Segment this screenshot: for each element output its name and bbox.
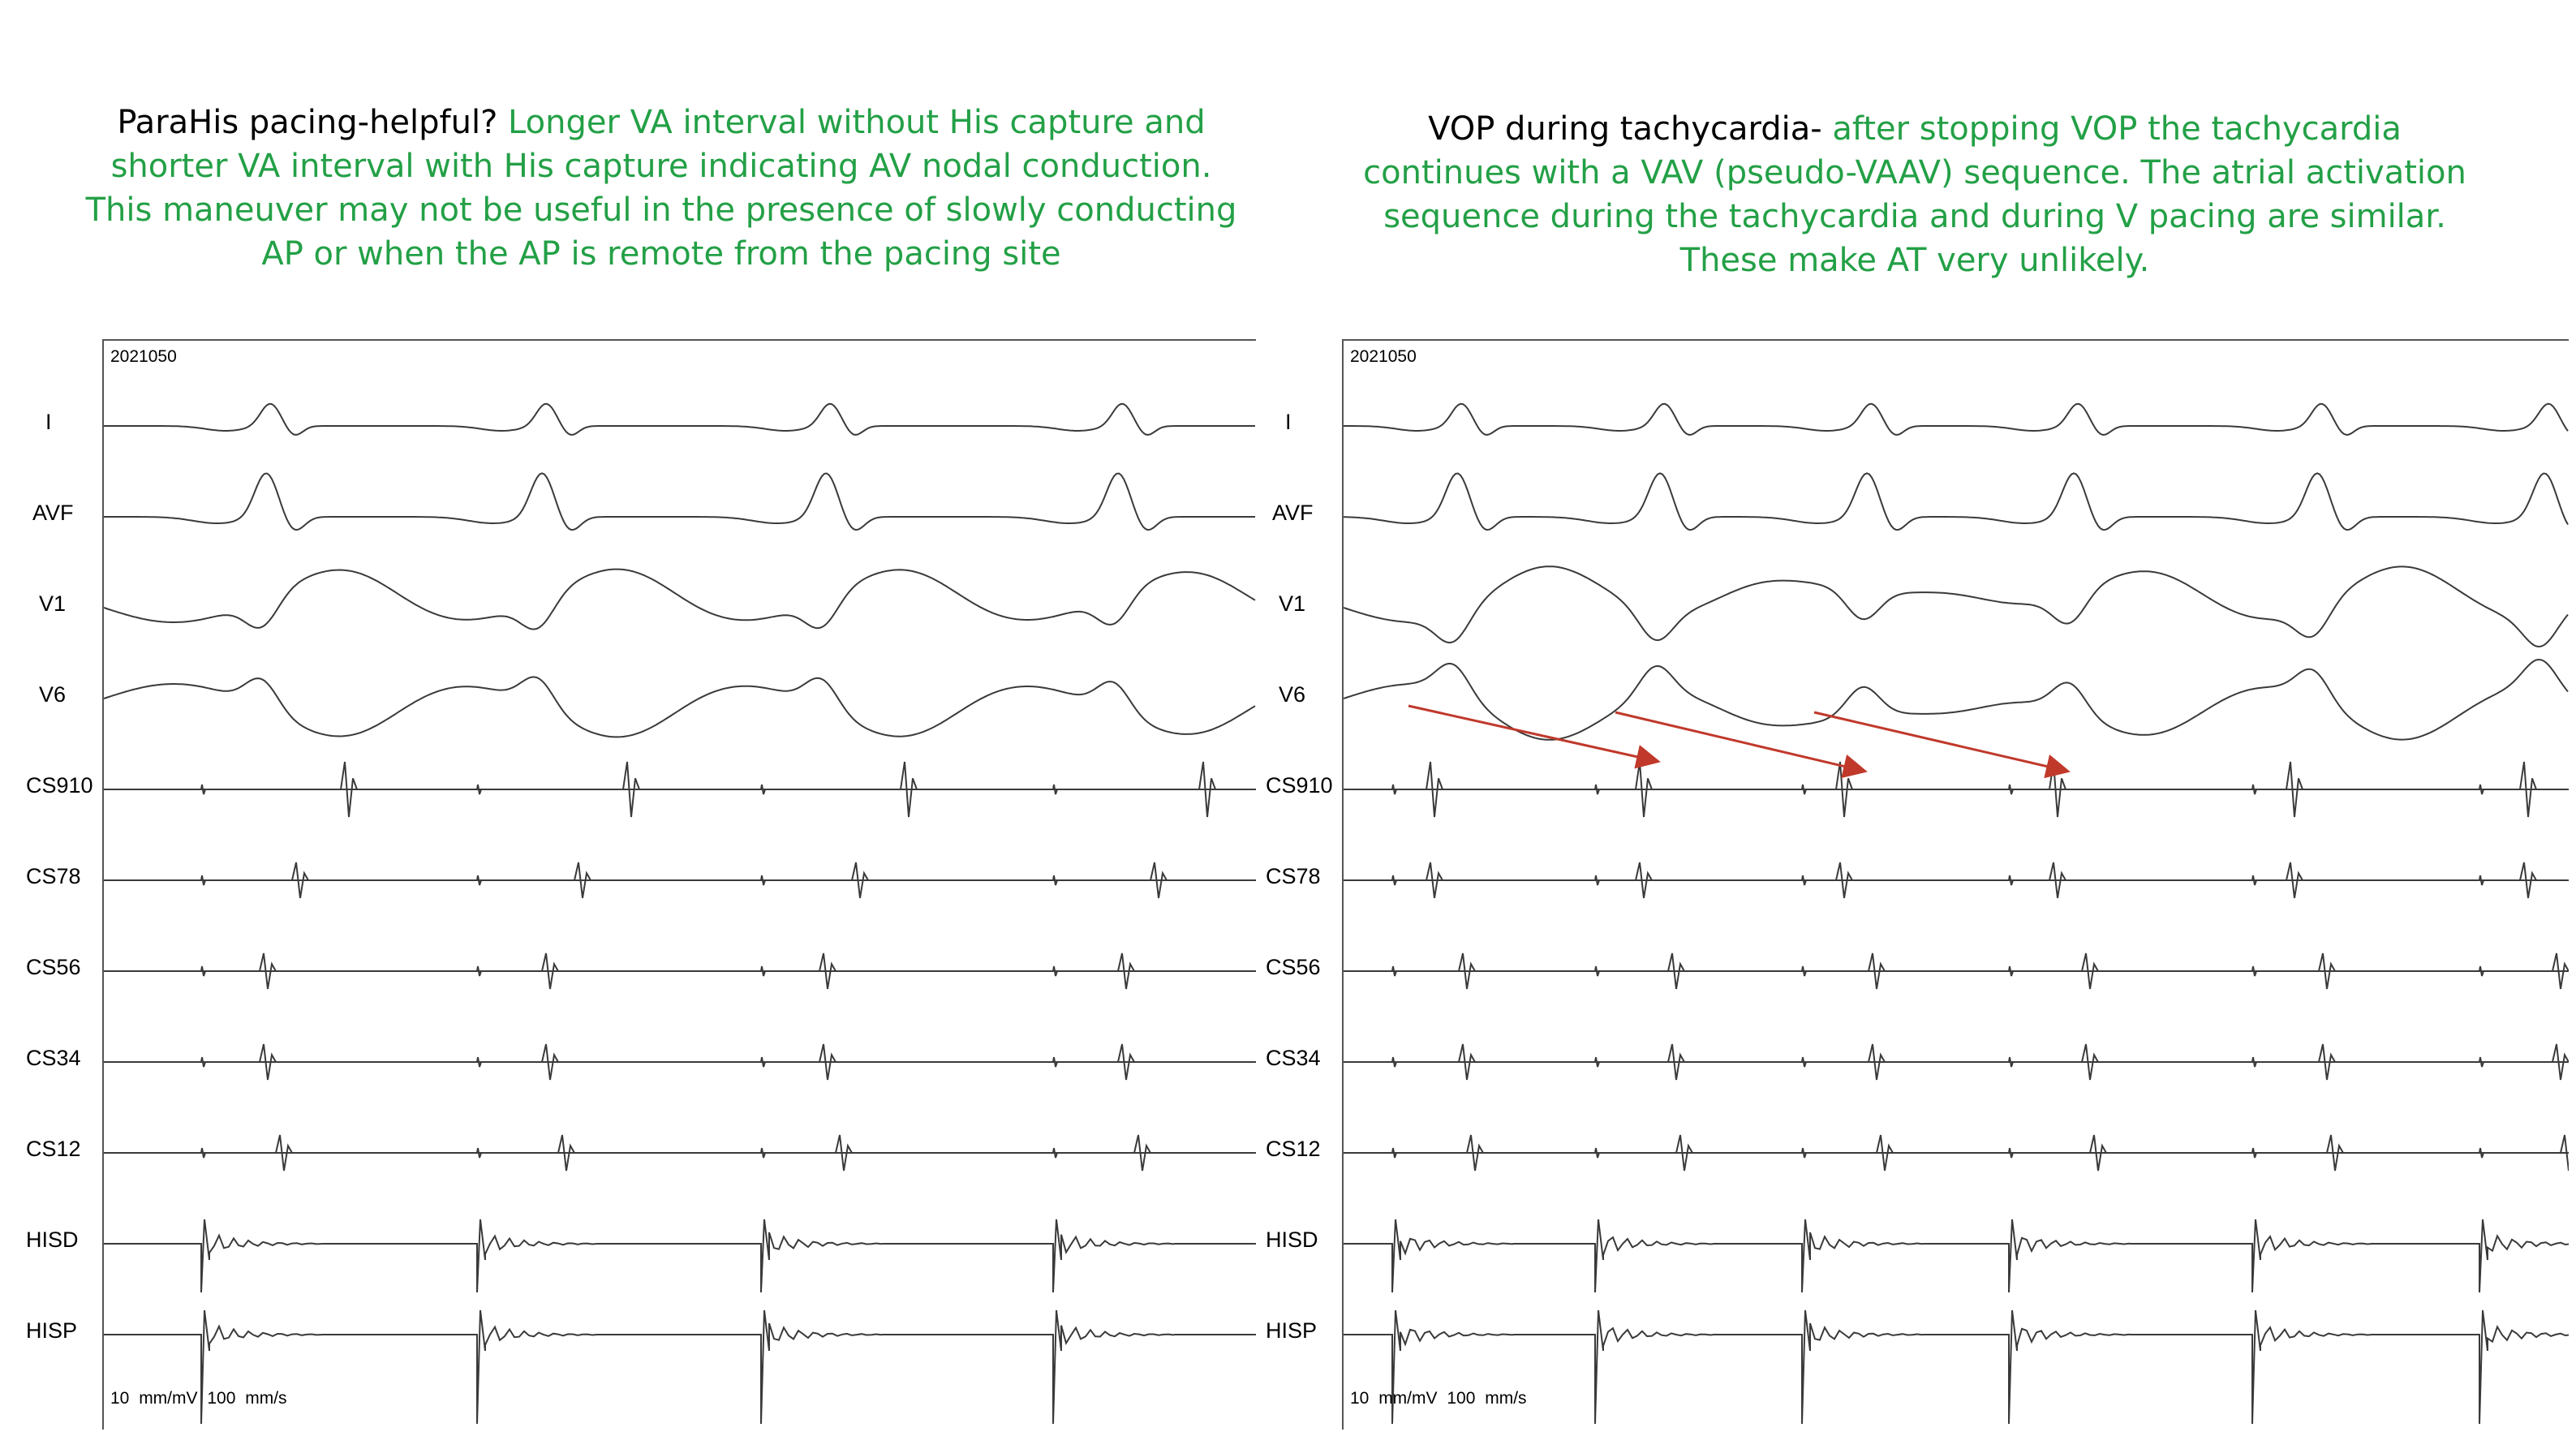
lead-V6-trace <box>1344 658 2569 741</box>
lead-CS12-trace <box>1344 1134 2569 1172</box>
lead-I-trace <box>1344 402 2569 436</box>
lead-label-CS910: CS910 <box>1266 773 1333 798</box>
right-caption-explanation: after stopping VOP the tachycardia conti… <box>1363 110 2466 279</box>
lead-CS78-trace <box>104 862 1256 899</box>
lead-HISP-trace <box>104 1309 1256 1425</box>
red-arrow-2 <box>1615 711 1868 779</box>
lead-CS910-trace <box>104 761 1256 818</box>
lead-V1-trace <box>1344 565 2569 648</box>
lead-label-CS34: CS34 <box>26 1046 81 1070</box>
lead-label-CS910: CS910 <box>26 773 93 798</box>
lead-HISP-trace <box>1344 1309 2569 1425</box>
lead-label-CS78: CS78 <box>1266 864 1321 888</box>
lead-CS34-trace <box>104 1043 1256 1081</box>
lead-label-CS56: CS56 <box>1266 955 1321 979</box>
lead-label-HISP: HISP <box>1266 1318 1318 1343</box>
right-record-id: 2021050 <box>1350 347 1417 366</box>
lead-CS910-trace <box>1344 761 2569 818</box>
right-ecg-tracings <box>1344 402 2569 1425</box>
lead-label-CS56: CS56 <box>26 955 81 979</box>
lead-AVF-trace <box>1344 472 2569 531</box>
lead-label-CS12: CS12 <box>1266 1137 1321 1161</box>
lead-label-AVF: AVF <box>32 501 74 525</box>
lead-AVF-trace <box>104 472 1255 531</box>
lead-label-V1: V1 <box>1279 591 1306 616</box>
right-tracing-panel: 2021050 10 mm/mV 100 mm/s <box>1342 339 2569 1430</box>
lead-label-AVF: AVF <box>1272 501 1314 525</box>
lead-label-HISD: HISD <box>1266 1228 1318 1252</box>
lead-label-V6: V6 <box>39 682 67 707</box>
right-scale-label: 10 mm/mV 100 mm/s <box>1350 1389 1527 1408</box>
left-ecg-tracings <box>104 402 1256 1425</box>
left-caption: ParaHis pacing-helpful? Longer VA interv… <box>73 101 1249 276</box>
right-caption-title: VOP during tachycardia- <box>1428 110 1833 148</box>
lead-V1-trace <box>104 568 1256 630</box>
lead-label-V6: V6 <box>1279 682 1306 707</box>
left-record-id: 2021050 <box>110 347 177 366</box>
left-scale-label: 10 mm/mV 100 mm/s <box>110 1389 287 1408</box>
right-caption: VOP during tachycardia- after stopping V… <box>1347 107 2483 282</box>
lead-CS12-trace <box>104 1134 1256 1172</box>
lead-CS78-trace <box>1344 862 2569 899</box>
red-arrow-3 <box>1813 711 2071 779</box>
left-caption-question: ParaHis pacing-helpful? <box>117 104 509 141</box>
lead-label-CS34: CS34 <box>1266 1046 1321 1070</box>
lead-I-trace <box>104 402 1255 436</box>
lead-CS34-trace <box>1344 1043 2569 1081</box>
red-arrow-1 <box>1408 704 1661 769</box>
left-caption-explanation: Longer VA interval without His capture a… <box>85 104 1237 273</box>
lead-label-HISD: HISD <box>26 1228 79 1252</box>
lead-label-I: I <box>45 410 52 434</box>
left-tracing-panel: 2021050 10 mm/mV 100 mm/s <box>102 339 1256 1430</box>
lead-CS56-trace <box>1344 952 2569 990</box>
lead-label-V1: V1 <box>39 591 67 616</box>
lead-HISD-trace <box>1344 1219 2569 1293</box>
lead-CS56-trace <box>104 952 1256 990</box>
lead-label-CS12: CS12 <box>26 1137 81 1161</box>
lead-label-I: I <box>1285 410 1292 434</box>
lead-V6-trace <box>104 676 1256 738</box>
lead-HISD-trace <box>104 1219 1256 1293</box>
lead-label-HISP: HISP <box>26 1318 78 1343</box>
lead-label-CS78: CS78 <box>26 864 81 888</box>
